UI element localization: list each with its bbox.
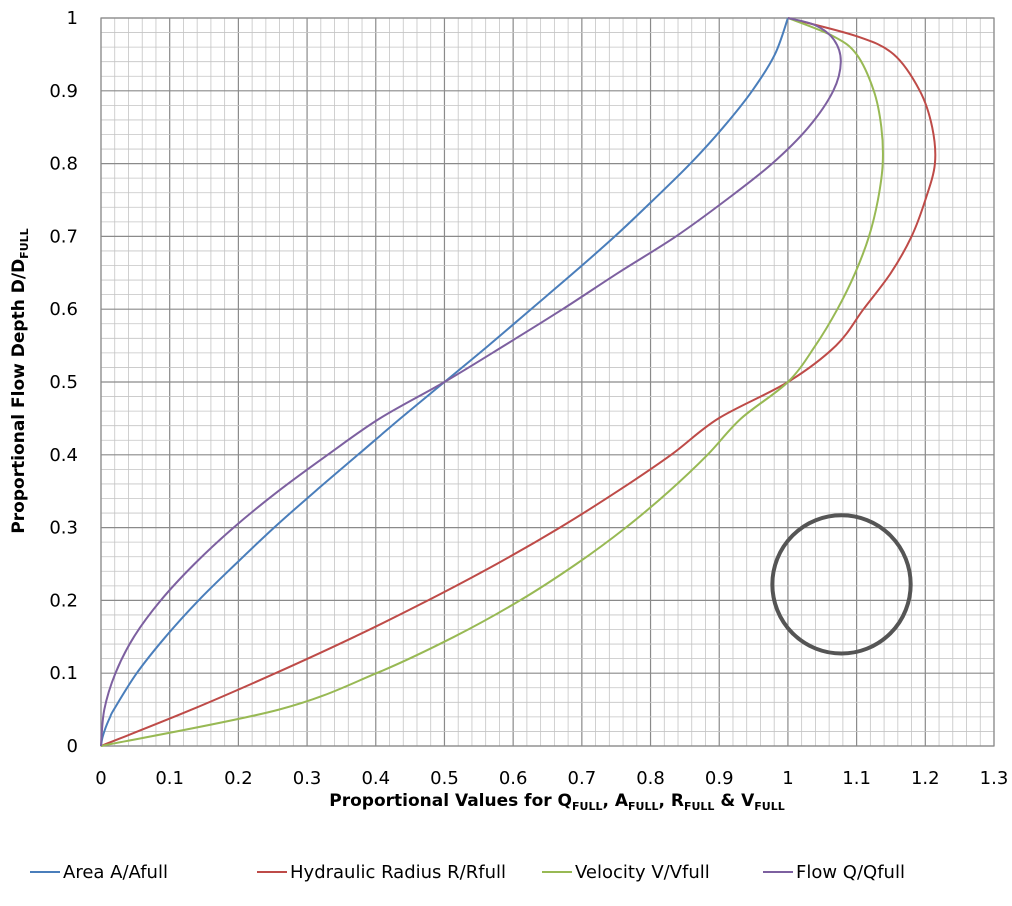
- x-tick-label: 0.8: [636, 768, 665, 789]
- y-tick-label: 0.7: [49, 226, 78, 247]
- x-axis-ticks: 0 0.1 0.2 0.3 0.4 0.5 0.6 0.7 0.8 0.9 1 1.1 1.2 1.3: [95, 768, 1008, 789]
- x-tick-label: 0.4: [361, 768, 390, 789]
- x-tick-label: 1.1: [842, 768, 871, 789]
- x-tick-label: 0.3: [293, 768, 322, 789]
- x-tick-label: 1.3: [980, 768, 1009, 789]
- legend-label: Area A/Afull: [63, 862, 168, 883]
- legend-label: Hydraulic Radius R/Rfull: [290, 862, 506, 883]
- series-line-area-a-afull: [100, 17, 789, 747]
- gridlines: [100, 17, 995, 747]
- pipe-cross-section-circle: [770, 513, 913, 656]
- y-tick-label: 1: [67, 8, 78, 29]
- y-axis-ticks: 0 0.1 0.2 0.3 0.4 0.5 0.6 0.7 0.8 0.9 1: [49, 8, 78, 757]
- series-lines: [100, 17, 937, 747]
- x-tick-label: 0.7: [568, 768, 597, 789]
- y-tick-label: 0.8: [49, 154, 78, 175]
- series-line-flow-q-qfull: [100, 17, 842, 747]
- y-axis-title: Proportional Flow Depth D/DFULL: [9, 228, 31, 533]
- legend-label: Velocity V/Vfull: [575, 862, 710, 883]
- x-tick-label: 0.2: [224, 768, 253, 789]
- x-axis-title: Proportional Values for QFULL, AFULL, RF…: [329, 791, 784, 813]
- legend-label: Flow Q/Qfull: [796, 862, 905, 883]
- y-tick-label: 0.1: [49, 663, 78, 684]
- x-tick-label: 0.9: [705, 768, 734, 789]
- x-tick-label: 1: [782, 768, 793, 789]
- y-tick-label: 0.2: [49, 590, 78, 611]
- y-tick-label: 0: [67, 736, 78, 757]
- pipe-circle-annotation: [770, 513, 913, 656]
- series-line-velocity-v-vfull: [100, 17, 884, 747]
- y-tick-label: 0.6: [49, 299, 78, 320]
- y-tick-label: 0.4: [49, 445, 78, 466]
- x-tick-label: 0.1: [155, 768, 184, 789]
- legend: Area A/Afull Hydraulic Radius R/Rfull Velo…: [30, 862, 905, 883]
- x-tick-label: 0.5: [430, 768, 459, 789]
- x-tick-label: 0.6: [499, 768, 528, 789]
- x-tick-label: 0: [95, 768, 106, 789]
- y-tick-label: 0.9: [49, 81, 78, 102]
- x-tick-label: 1.2: [911, 768, 940, 789]
- plot-border: [100, 17, 995, 747]
- y-tick-label: 0.3: [49, 518, 78, 539]
- y-tick-label: 0.5: [49, 372, 78, 393]
